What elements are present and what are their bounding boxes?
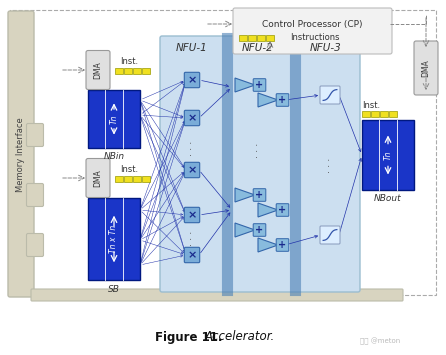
- Bar: [142, 176, 150, 182]
- Polygon shape: [258, 203, 278, 217]
- Text: +: +: [256, 80, 264, 90]
- Bar: [88, 90, 140, 148]
- Text: SB: SB: [108, 285, 120, 294]
- Bar: [115, 68, 123, 74]
- Bar: [239, 35, 247, 41]
- Text: +: +: [278, 95, 287, 105]
- Text: DMA: DMA: [421, 59, 430, 77]
- FancyBboxPatch shape: [160, 36, 360, 292]
- Text: Instructions: Instructions: [290, 33, 339, 43]
- Text: +: +: [256, 225, 264, 235]
- FancyBboxPatch shape: [276, 239, 289, 251]
- FancyBboxPatch shape: [253, 224, 266, 236]
- FancyBboxPatch shape: [86, 158, 110, 197]
- Text: Inst.: Inst.: [120, 58, 138, 66]
- Bar: [142, 68, 150, 74]
- FancyBboxPatch shape: [276, 94, 289, 106]
- Text: ×: ×: [187, 165, 197, 175]
- Text: +: +: [256, 190, 264, 200]
- FancyBboxPatch shape: [184, 110, 200, 126]
- FancyBboxPatch shape: [26, 124, 44, 147]
- Bar: [124, 176, 132, 182]
- Polygon shape: [235, 188, 255, 202]
- FancyBboxPatch shape: [31, 289, 403, 301]
- Text: NFU-1: NFU-1: [176, 43, 208, 53]
- Text: NBin: NBin: [103, 152, 124, 161]
- FancyBboxPatch shape: [320, 86, 340, 104]
- Bar: [10, 10, 436, 295]
- FancyBboxPatch shape: [320, 226, 340, 244]
- Bar: [362, 111, 370, 117]
- Bar: [389, 111, 397, 117]
- Text: DMA: DMA: [94, 169, 103, 187]
- Bar: [124, 68, 132, 74]
- FancyBboxPatch shape: [26, 184, 44, 207]
- Polygon shape: [235, 78, 255, 92]
- Bar: [266, 35, 274, 41]
- Bar: [115, 176, 123, 182]
- Text: Tn: Tn: [110, 114, 119, 124]
- Text: Figure 11.: Figure 11.: [155, 331, 223, 344]
- FancyBboxPatch shape: [184, 247, 200, 263]
- Text: Inst.: Inst.: [362, 100, 380, 109]
- FancyBboxPatch shape: [253, 79, 266, 91]
- Text: Accelerator.: Accelerator.: [205, 331, 275, 344]
- Text: · · ·: · · ·: [187, 140, 197, 155]
- Text: NFU-2: NFU-2: [242, 43, 274, 53]
- FancyBboxPatch shape: [26, 234, 44, 257]
- Bar: [371, 111, 379, 117]
- Text: +: +: [278, 240, 287, 250]
- Bar: [133, 176, 141, 182]
- Bar: [88, 198, 140, 280]
- Text: Tn: Tn: [384, 150, 392, 160]
- Text: · · ·: · · ·: [187, 230, 197, 246]
- Text: Control Processor (CP): Control Processor (CP): [262, 20, 363, 28]
- Text: ×: ×: [187, 75, 197, 85]
- Text: ×: ×: [187, 113, 197, 123]
- Text: · · ·: · · ·: [325, 157, 335, 173]
- Text: NBout: NBout: [374, 194, 402, 203]
- Polygon shape: [235, 223, 255, 237]
- FancyBboxPatch shape: [184, 207, 200, 223]
- Text: NFU-3: NFU-3: [310, 43, 342, 53]
- Text: · · ·: · · ·: [253, 142, 263, 158]
- FancyBboxPatch shape: [414, 41, 438, 95]
- Text: 知乎 @meton: 知乎 @meton: [360, 337, 400, 345]
- FancyBboxPatch shape: [184, 72, 200, 88]
- Polygon shape: [258, 238, 278, 252]
- Text: Inst.: Inst.: [120, 165, 138, 175]
- Bar: [257, 35, 265, 41]
- Text: Tn x Tn: Tn x Tn: [110, 225, 119, 253]
- FancyBboxPatch shape: [276, 204, 289, 216]
- Text: ×: ×: [187, 250, 197, 260]
- FancyBboxPatch shape: [86, 50, 110, 89]
- FancyBboxPatch shape: [233, 8, 392, 54]
- Text: Memory Interface: Memory Interface: [17, 118, 25, 192]
- FancyBboxPatch shape: [253, 189, 266, 201]
- Bar: [133, 68, 141, 74]
- Bar: [362, 120, 414, 190]
- Text: ×: ×: [187, 210, 197, 220]
- Text: +: +: [278, 205, 287, 215]
- FancyBboxPatch shape: [8, 11, 34, 297]
- Bar: [248, 35, 256, 41]
- Text: DMA: DMA: [94, 61, 103, 79]
- Bar: [380, 111, 388, 117]
- Polygon shape: [258, 93, 278, 107]
- FancyBboxPatch shape: [184, 162, 200, 178]
